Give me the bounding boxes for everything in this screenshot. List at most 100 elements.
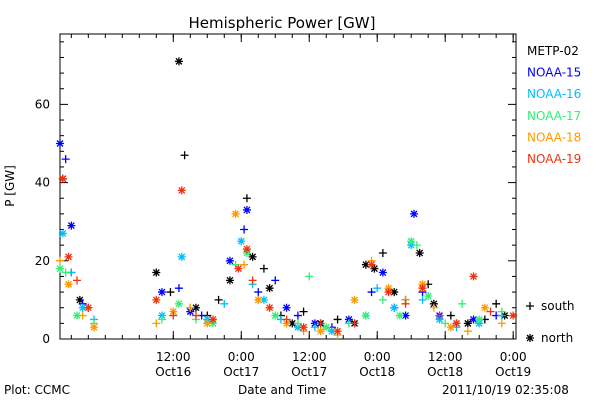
south-data-point <box>254 288 263 297</box>
north-data-point <box>469 315 478 324</box>
south-data-point <box>305 272 314 281</box>
south-data-point <box>157 315 166 324</box>
south-data-point <box>72 276 81 285</box>
marker-key: south north <box>526 299 575 345</box>
north-data-point <box>370 264 379 273</box>
north-data-point <box>299 323 308 332</box>
south-data-point <box>169 311 178 320</box>
legend: METP-02 NOAA-15 NOAA-16 NOAA-17 NOAA-18 NOAA-… <box>527 44 581 166</box>
south-data-point <box>418 295 427 304</box>
south-data-point <box>259 264 268 273</box>
y-tick-label: 60 <box>35 97 50 111</box>
south-data-point <box>186 303 195 312</box>
south-data-point <box>166 288 175 297</box>
north-data-point <box>259 295 268 304</box>
south-data-point <box>61 155 70 164</box>
north-data-point <box>231 209 240 218</box>
south-data-point <box>293 311 302 320</box>
y-tick-label: 0 <box>42 332 50 346</box>
legend-entry: NOAA-17 <box>527 109 581 123</box>
x-tick-date-label: Oct17 <box>291 365 327 379</box>
north-data-point <box>446 323 455 332</box>
south-data-point <box>435 311 444 320</box>
north-data-point <box>424 291 433 300</box>
footer-source: Plot: CCMC <box>4 383 70 397</box>
north-data-point <box>191 303 200 312</box>
marker-key-label: north <box>541 331 573 345</box>
north-data-point <box>58 229 67 238</box>
north-data-point <box>469 272 478 281</box>
north-data-point <box>67 221 76 230</box>
x-tick-time-label: 12:00 <box>428 350 463 364</box>
south-data-point <box>56 256 64 265</box>
north-data-point <box>75 295 84 304</box>
south-data-point <box>441 319 450 328</box>
y-axis-label: P [GW] <box>3 165 17 207</box>
north-data-point <box>350 295 359 304</box>
south-data-point <box>299 307 308 316</box>
legend-entry: NOAA-18 <box>527 130 581 144</box>
north-data-point <box>58 174 67 183</box>
north-data-point <box>452 319 461 328</box>
south-data-point <box>412 241 421 250</box>
north-data-point <box>361 260 370 269</box>
north-data-point <box>56 264 64 273</box>
x-tick-date-label: Oct18 <box>359 365 395 379</box>
footer-axis-title: Date and Time <box>238 383 327 397</box>
x-tick-date-label: Oct18 <box>427 365 463 379</box>
north-data-point <box>288 319 297 328</box>
south-data-point <box>446 311 455 320</box>
north-data-point <box>265 303 274 312</box>
north-data-point <box>390 288 399 297</box>
north-data-point <box>410 209 419 218</box>
chart-title: Hemispheric Power [GW] <box>189 14 376 32</box>
south-data-point <box>373 284 382 293</box>
north-data-point <box>248 252 257 261</box>
north-data-point <box>203 319 212 328</box>
north-data-point <box>316 327 325 336</box>
south-data-point <box>242 194 251 203</box>
north-data-point <box>237 237 246 246</box>
x-tick-date-label: Oct16 <box>155 365 191 379</box>
north-data-point <box>361 311 370 320</box>
south-data-point <box>429 303 438 312</box>
north-data-point <box>384 288 393 297</box>
south-data-point <box>240 260 249 269</box>
x-tick-time-label: 0:00 <box>364 350 391 364</box>
south-data-point <box>463 327 472 336</box>
x-tick-time-label: 12:00 <box>156 350 191 364</box>
north-data-point <box>56 139 64 148</box>
north-data-point <box>415 248 424 257</box>
south-data-point <box>78 311 87 320</box>
south-data-point <box>497 319 506 328</box>
north-data-point <box>242 245 251 254</box>
data-points <box>56 57 518 340</box>
north-data-point <box>463 319 472 328</box>
south-data-point <box>526 302 534 310</box>
south-data-point <box>191 311 200 320</box>
south-data-point <box>220 299 229 308</box>
north-data-point <box>152 295 161 304</box>
south-data-point <box>293 319 302 328</box>
north-data-point <box>526 334 534 342</box>
x-tick-time-label: 12:00 <box>292 350 327 364</box>
north-data-point <box>89 323 98 332</box>
south-data-point <box>497 307 506 316</box>
south-data-point <box>282 315 291 324</box>
south-data-point <box>61 268 70 277</box>
south-data-point <box>333 315 342 324</box>
north-data-point <box>177 186 186 195</box>
legend-entry: NOAA-15 <box>527 66 581 80</box>
north-data-point <box>367 260 376 269</box>
south-data-point <box>486 307 495 316</box>
south-data-point <box>378 248 387 257</box>
north-data-point <box>152 268 161 277</box>
north-data-point <box>401 311 410 320</box>
north-data-point <box>395 311 404 320</box>
north-data-point <box>407 237 416 246</box>
south-data-point <box>310 323 319 332</box>
footer-timestamp: 2011/10/19 02:35:08 <box>442 383 569 397</box>
south-data-point <box>152 319 161 328</box>
south-data-point <box>214 295 223 304</box>
y-tick-label: 20 <box>35 254 50 268</box>
